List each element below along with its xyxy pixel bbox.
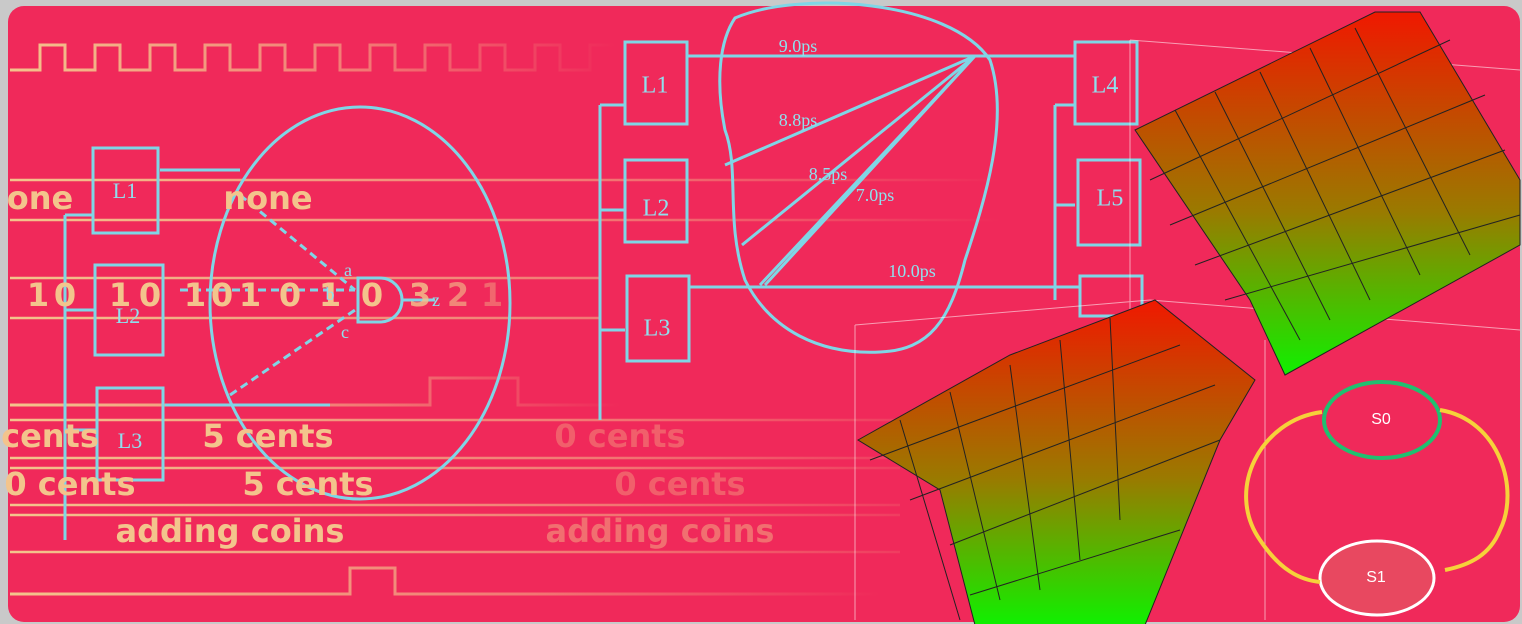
bit-label: 1 [184, 276, 206, 314]
latch-box [625, 274, 691, 363]
delay-paths [724, 54, 977, 287]
wires [63, 168, 330, 540]
wave-label: one [7, 179, 73, 217]
latch-label: L3 [118, 428, 142, 453]
wave-label: 0 cents [614, 465, 745, 503]
latch-box [623, 40, 689, 126]
delay-label: 9.0ps [779, 36, 818, 56]
wave-label: 5 cents [242, 465, 373, 503]
wave-label: adding coins [546, 512, 775, 550]
gate-label: z [432, 290, 440, 310]
dashed-paths [180, 193, 356, 397]
latch-label: L2 [643, 196, 670, 222]
latch-label: L4 [1092, 73, 1119, 99]
latch-label: L2 [116, 303, 140, 328]
wave-label: 0 cents [4, 465, 135, 503]
clock-wave [10, 43, 617, 72]
bit-label: 0 [361, 276, 383, 314]
surface-mesh [869, 317, 1221, 621]
latch-box [93, 263, 165, 357]
bit-label: 0 [279, 276, 301, 314]
bit-label: 1 [27, 276, 49, 314]
state-label: S1 [1366, 569, 1386, 586]
state-edges [1244, 408, 1510, 584]
latch-label: L5 [1097, 186, 1124, 212]
wave-label: 0 cents [554, 417, 685, 455]
latch-box [623, 158, 689, 244]
latch-box [1073, 40, 1139, 126]
pulse-wave [10, 376, 620, 407]
bit-label: 3 [409, 276, 431, 314]
surface-mesh [1149, 27, 1521, 341]
delay-label: 7.0ps [856, 185, 895, 205]
bit-label: 2 [447, 276, 469, 314]
latch-box [1076, 158, 1142, 247]
bit-label: 1 [319, 276, 341, 314]
bit-label: 1 [239, 276, 261, 314]
state-node [1322, 380, 1442, 460]
wave-label: adding coins [116, 512, 345, 550]
region-ellipse [208, 105, 512, 501]
latch-box [91, 146, 160, 235]
delay-label: 8.8ps [779, 110, 818, 130]
latch-box [95, 386, 165, 482]
gate-label: b [326, 284, 335, 304]
wave-label: 5 cents [202, 417, 333, 455]
gate-label: c [341, 322, 349, 342]
delay-label: 10.0ps [888, 261, 936, 281]
bit-label: 0 [54, 276, 76, 314]
wave-label: none [223, 179, 312, 217]
and-gate [356, 276, 435, 324]
latch-label: L1 [642, 73, 669, 99]
latch-box [1078, 274, 1144, 318]
region-blob [718, 1, 999, 354]
latch-label: L1 [113, 178, 137, 203]
bit-label: 0 [139, 276, 161, 314]
bit-label: 1 [481, 276, 503, 314]
pulse-wave [10, 566, 880, 596]
state-label: S0 [1371, 411, 1391, 428]
surface [1134, 11, 1521, 376]
bit-label: 0 [211, 276, 233, 314]
latch-label: L3 [644, 316, 671, 342]
bus-rows [10, 178, 1000, 554]
gate-label: a [344, 260, 352, 280]
bit-label: 1 [109, 276, 131, 314]
state-node [1318, 539, 1436, 617]
wave-label: cents [1, 417, 99, 455]
delay-label: 8.5ps [809, 164, 848, 184]
wires [598, 54, 1080, 420]
